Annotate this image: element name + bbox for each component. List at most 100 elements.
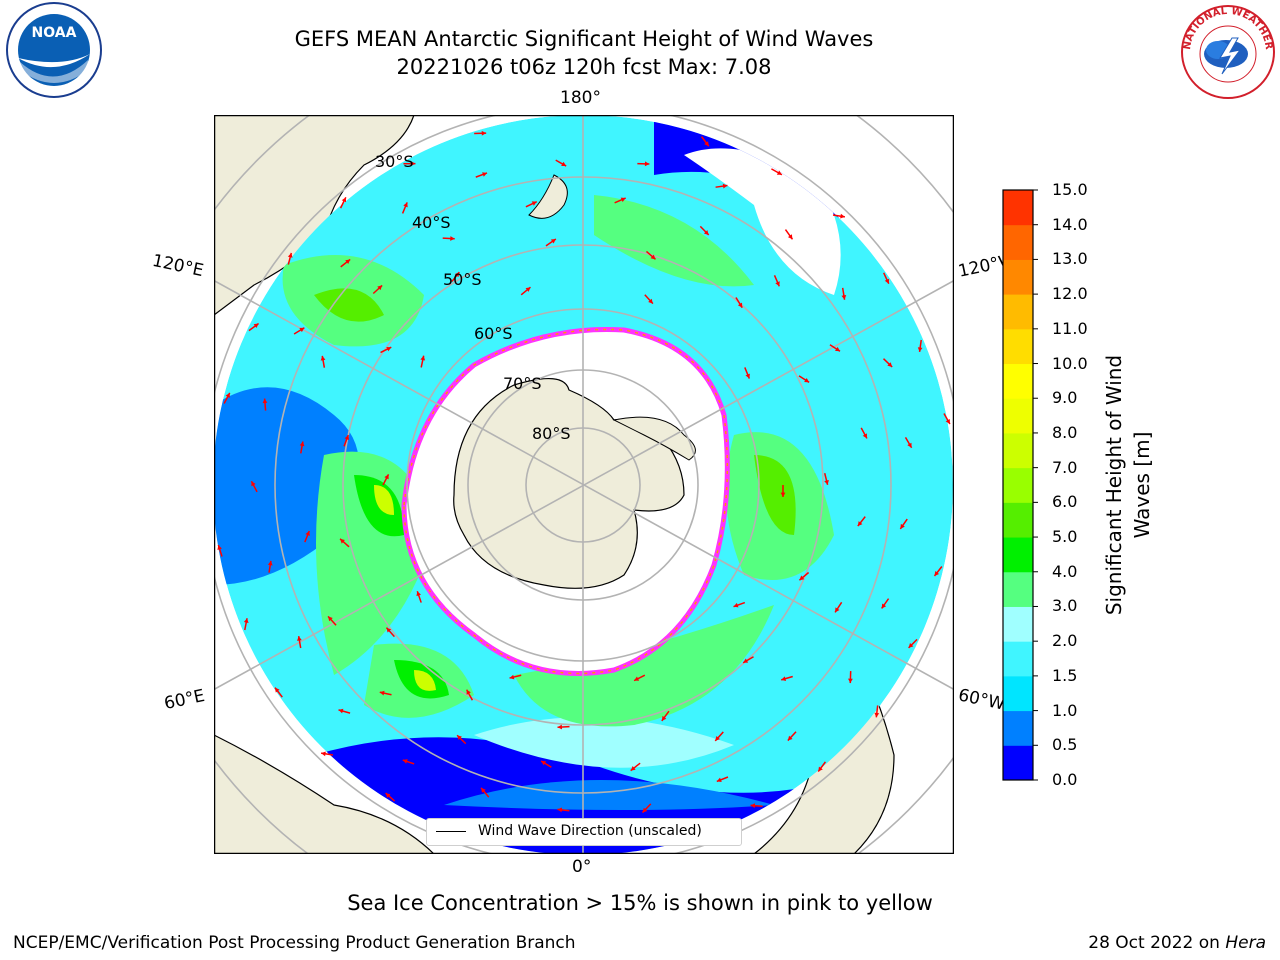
- lat-label-40s: 40°S: [412, 213, 451, 232]
- colorbar-tick-label: 9.0: [1052, 388, 1078, 408]
- colorbar-swatch: [1003, 259, 1033, 295]
- colorbar-swatch: [1003, 537, 1033, 573]
- wave-direction-arrowhead: [722, 183, 728, 189]
- lat-label-70s: 70°S: [503, 374, 542, 393]
- colorbar-tick-label: 8.0: [1052, 422, 1078, 442]
- lon-label-60e: 60°E: [162, 685, 207, 715]
- wave-field-lime-east: [754, 455, 796, 535]
- wave-direction-arrowhead: [274, 687, 280, 693]
- wave-direction-arrowhead: [531, 201, 537, 206]
- wave-direction-arrowhead: [848, 678, 853, 684]
- wave-direction-arrowhead: [874, 712, 880, 718]
- wave-direction-arrowhead: [482, 172, 488, 177]
- wave-direction-arrowhead: [243, 618, 249, 623]
- wave-direction-arrowhead: [557, 724, 563, 730]
- wave-direction-arrowhead: [481, 130, 487, 136]
- colorbar-tick-label: 5.0: [1052, 527, 1078, 547]
- lon-label-0: 0°: [572, 857, 592, 877]
- wave-direction-arrowhead: [379, 690, 385, 696]
- colorbar-swatch: [1003, 571, 1033, 607]
- australia-land: [214, 115, 415, 316]
- colorbar-tick-label: 13.0: [1052, 249, 1088, 269]
- wave-direction-arrowhead: [743, 658, 749, 663]
- wave-direction-arrowhead: [650, 254, 656, 260]
- wave-direction-arrowhead: [840, 213, 845, 219]
- wave-direction-arrowhead: [634, 676, 640, 681]
- colorbar-border: [1002, 189, 1034, 781]
- meridian-60e-120w: [214, 279, 954, 691]
- wave-direction-arrowhead: [661, 715, 667, 721]
- colorbar-swatch: [1003, 641, 1033, 677]
- wave-direction-arrowhead: [824, 479, 829, 485]
- wave-direction-arrowhead: [561, 161, 567, 167]
- colorbar-tick-label: 0.5: [1052, 735, 1078, 755]
- colorbar-swatch: [1003, 745, 1033, 781]
- wave-direction-arrowhead: [267, 560, 273, 566]
- wave-direction-arrowhead: [403, 202, 408, 208]
- wave-direction-arrowhead: [454, 272, 460, 278]
- map-border: [213, 114, 955, 855]
- wave-direction-arrowhead: [262, 398, 268, 404]
- wave-direction-arrowhead: [416, 591, 421, 597]
- wave-direction-arrowhead: [345, 259, 351, 265]
- wave-direction-arrowhead: [402, 759, 408, 764]
- africa-land: [214, 734, 435, 854]
- colorbar-tick-label: 7.0: [1052, 457, 1078, 477]
- colorbar-tick-label: 4.0: [1052, 561, 1078, 581]
- chart-subtitle: 20221026 t06z 120h fcst Max: 7.08: [396, 55, 772, 79]
- colorbar-swatch: [1003, 502, 1033, 538]
- wave-direction-arrowhead: [297, 636, 302, 641]
- wave-direction-arrowhead: [541, 760, 547, 766]
- wave-direction-arrowhead: [780, 492, 786, 497]
- colorbar-tick-label: 3.0: [1052, 596, 1078, 616]
- map-legend: Wind Wave Direction (unscaled): [426, 818, 742, 846]
- colorbar-tick-label: 10.0: [1052, 353, 1088, 373]
- sea-ice-caption: Sea Ice Concentration > 15% is shown in …: [347, 891, 933, 915]
- legend-line-swatch: [436, 831, 466, 832]
- wave-direction-arrowhead: [420, 355, 426, 361]
- colorbar-tick-label: 1.5: [1052, 665, 1078, 685]
- wave-direction-arrowhead: [630, 766, 636, 771]
- antarctica-land: [453, 377, 685, 589]
- map-frame: [213, 114, 955, 855]
- wave-direction-arrowhead: [644, 161, 650, 167]
- wave-direction-arrowhead: [386, 627, 392, 633]
- wave-direction-arrowhead: [884, 278, 890, 284]
- wave-field-yellow-sw: [414, 670, 436, 691]
- wave-direction-arrowhead: [377, 285, 383, 291]
- wave-direction-arrowhead: [934, 571, 940, 576]
- wave-direction-arrowhead: [799, 575, 805, 581]
- lat-label-80s: 80°S: [532, 424, 571, 443]
- wave-direction-arrowhead: [550, 239, 556, 244]
- wave-direction-arrowhead: [386, 346, 392, 352]
- colorbar-tick-label: 6.0: [1052, 492, 1078, 512]
- wave-direction-arrowhead: [908, 643, 914, 648]
- wave-direction-arrowhead: [328, 616, 333, 622]
- wave-direction-arrowhead: [841, 295, 847, 300]
- colorbar-swatch: [1003, 467, 1033, 503]
- wave-direction-arrowhead: [305, 530, 310, 536]
- credit-date: 28 Oct 2022 on: [1088, 933, 1226, 953]
- legend-label: Wind Wave Direction (unscaled): [478, 823, 702, 839]
- polar-map: [213, 114, 955, 855]
- antarctic-peninsula: [612, 416, 696, 461]
- wave-direction-arrowhead: [481, 787, 486, 793]
- colorbar-tick-label: 1.0: [1052, 700, 1078, 720]
- wave-direction-arrowhead: [466, 689, 471, 695]
- wave-direction-arrowhead: [642, 807, 648, 813]
- noaa-logo: NOAA: [2, 0, 106, 104]
- wave-direction-arrowhead: [704, 141, 709, 147]
- wave-direction-arrowhead: [299, 441, 305, 447]
- wave-direction-arrowhead: [287, 252, 293, 258]
- credit-branch: NCEP/EMC/Verification Post Processing Pr…: [13, 933, 576, 953]
- lat-label-50s: 50°S: [443, 270, 482, 289]
- colorbar-tick-label: 12.0: [1052, 284, 1088, 304]
- wave-direction-arrowhead: [787, 735, 793, 741]
- wave-direction-arrowhead: [509, 674, 515, 680]
- colorbar-swatch: [1003, 224, 1033, 260]
- colorbar-swatch: [1003, 190, 1033, 226]
- colorbar-swatches: [1002, 189, 1038, 781]
- wave-direction-arrowhead: [857, 521, 863, 527]
- wave-direction-arrowhead: [835, 346, 841, 352]
- wave-direction-arrowhead: [384, 474, 389, 480]
